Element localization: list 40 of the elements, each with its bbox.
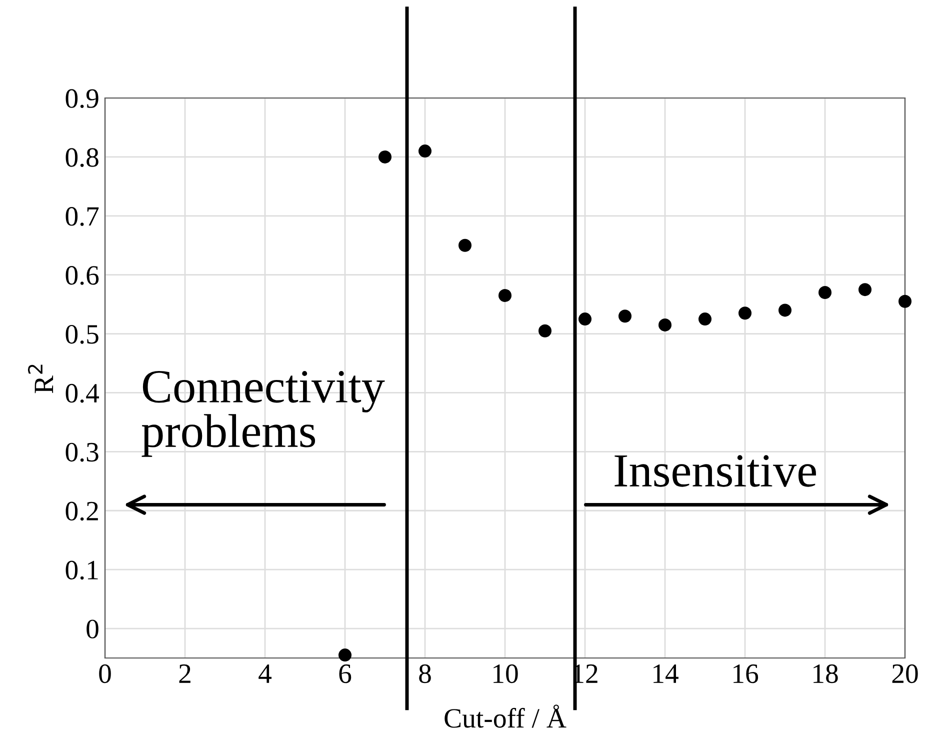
annotation: Insensitive <box>614 455 816 487</box>
point <box>418 144 432 158</box>
y-tick-label: 0.8 <box>66 148 98 167</box>
point <box>698 312 712 326</box>
y-tick-label: 0.1 <box>66 560 98 580</box>
point <box>378 150 392 164</box>
x-tick-label: 4 <box>258 664 272 683</box>
x-tick-label: 0 <box>99 664 111 684</box>
y-tick-label: 0.4 <box>66 384 100 403</box>
x-tick-label: 14 <box>654 664 678 683</box>
x-tick-label: 12 <box>574 664 598 683</box>
point <box>898 294 912 308</box>
y-tick-label: 0 <box>86 620 98 638</box>
y-axis-title: R$^{2}$ <box>28 364 54 394</box>
x-tick-label: 8 <box>419 664 431 684</box>
x-tick-label: 10 <box>494 664 518 684</box>
point <box>658 318 672 332</box>
y-tick-label: 0.3 <box>66 442 98 462</box>
x-tick-label: 20 <box>892 664 918 684</box>
point <box>498 288 512 302</box>
x-tick-label: 18 <box>814 664 838 684</box>
point <box>578 312 592 326</box>
y-tick-label: 0.9 <box>66 89 98 108</box>
x-tick-label: 6 <box>339 664 352 684</box>
point <box>818 286 832 300</box>
y-tick-label: 0.5 <box>66 324 98 344</box>
point <box>738 306 752 320</box>
x-tick-label: 2 <box>179 664 190 683</box>
x-tick-label: 16 <box>734 664 758 684</box>
y-tick-label: 0.6 <box>66 266 99 285</box>
y-tick-label: 0.2 <box>66 502 98 521</box>
y-tick-label: 0.7 <box>66 207 99 226</box>
x-axis-title: Cut-off / Å <box>444 704 566 728</box>
point <box>538 324 552 338</box>
point <box>618 310 632 323</box>
point <box>858 283 872 296</box>
point <box>458 238 472 252</box>
point <box>338 648 352 662</box>
point <box>778 304 792 317</box>
annotation: Connectivity problems <box>142 370 385 457</box>
